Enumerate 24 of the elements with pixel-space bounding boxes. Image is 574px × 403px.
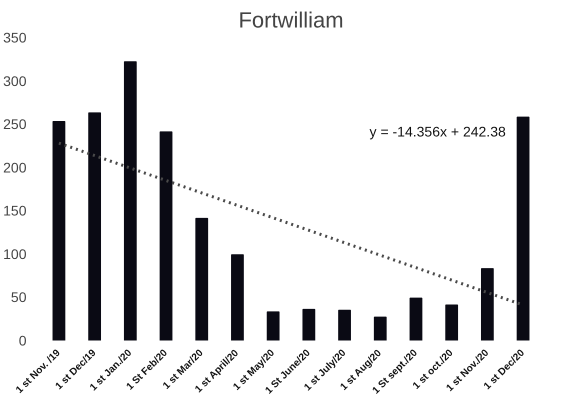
bar [516,116,530,340]
bar [266,311,280,340]
y-tick-label: 200 [3,159,27,176]
y-tick-label: 100 [3,246,27,262]
y-tick-label: 50 [10,289,27,306]
bar [88,112,102,340]
bar [410,298,422,340]
bar [338,310,351,340]
bar [480,268,494,340]
bar [52,120,66,340]
bar [302,308,316,340]
bar [374,316,387,340]
y-tick-label: 150 [3,202,27,219]
bar [124,61,137,340]
y-tick-label: 350 [3,30,27,46]
y-tick-label: 300 [3,72,27,89]
bar [231,254,244,340]
annotation: y = -14.356x + 242.38 [370,124,506,140]
bar [195,218,208,340]
bar [445,304,458,340]
y-tick-label: 250 [3,116,27,132]
chart-title: Fortwilliam [238,8,344,32]
bar [160,131,172,340]
y-tick-label: 0 [18,332,27,348]
